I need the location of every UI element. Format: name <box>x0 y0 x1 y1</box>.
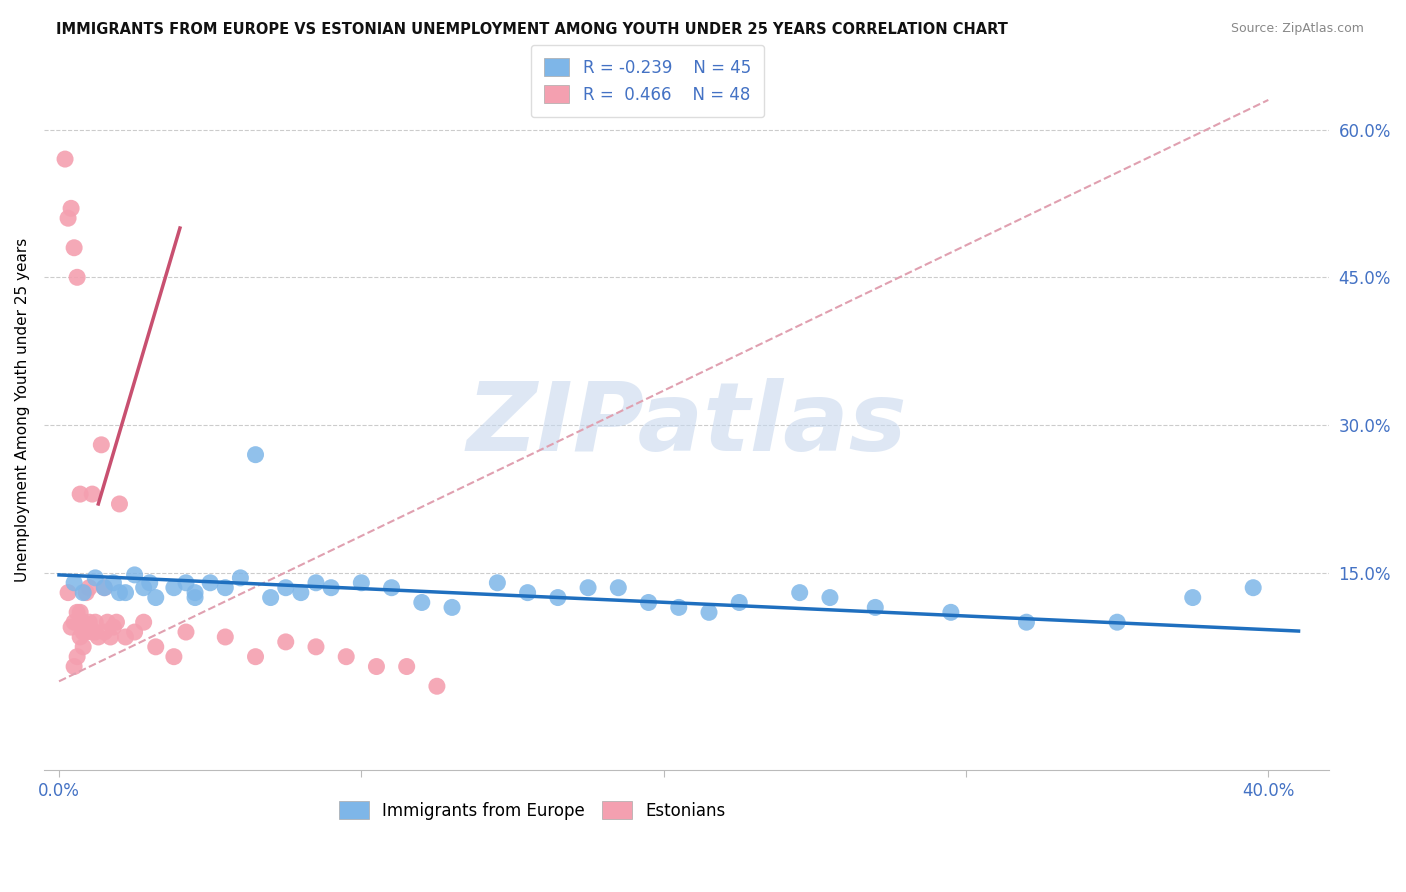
Point <box>63 575 86 590</box>
Point <box>87 630 110 644</box>
Point <box>939 605 962 619</box>
Point <box>93 625 115 640</box>
Point <box>108 585 131 599</box>
Point <box>145 640 167 654</box>
Point <box>84 615 107 630</box>
Point <box>82 625 104 640</box>
Point <box>60 620 83 634</box>
Point <box>411 595 433 609</box>
Point <box>53 152 76 166</box>
Point <box>124 625 146 640</box>
Point <box>637 595 659 609</box>
Point <box>77 615 100 630</box>
Point <box>63 241 86 255</box>
Point <box>84 571 107 585</box>
Point <box>174 625 197 640</box>
Text: Source: ZipAtlas.com: Source: ZipAtlas.com <box>1230 22 1364 36</box>
Point <box>66 605 89 619</box>
Point <box>108 497 131 511</box>
Point <box>90 438 112 452</box>
Point <box>72 625 94 640</box>
Point <box>319 581 342 595</box>
Point <box>124 568 146 582</box>
Point <box>1107 615 1129 630</box>
Point <box>163 649 186 664</box>
Point <box>728 595 751 609</box>
Point <box>72 615 94 630</box>
Point <box>697 605 720 619</box>
Point <box>103 575 125 590</box>
Legend: Immigrants from Europe, Estonians: Immigrants from Europe, Estonians <box>332 795 733 826</box>
Point <box>818 591 841 605</box>
Point <box>93 581 115 595</box>
Point <box>184 585 207 599</box>
Point <box>198 575 221 590</box>
Point <box>229 571 252 585</box>
Point <box>174 575 197 590</box>
Point <box>163 581 186 595</box>
Point <box>1241 581 1264 595</box>
Point <box>547 591 569 605</box>
Point <box>132 615 155 630</box>
Point <box>96 615 118 630</box>
Point <box>516 585 538 599</box>
Point <box>335 649 357 664</box>
Point <box>245 448 267 462</box>
Point <box>82 487 104 501</box>
Point <box>72 640 94 654</box>
Point <box>114 630 136 644</box>
Point <box>63 659 86 673</box>
Point <box>66 649 89 664</box>
Point <box>66 270 89 285</box>
Point <box>259 591 281 605</box>
Point <box>84 625 107 640</box>
Point <box>105 615 128 630</box>
Point <box>576 581 599 595</box>
Point <box>789 585 811 599</box>
Point <box>184 591 207 605</box>
Point <box>60 202 83 216</box>
Point <box>75 625 97 640</box>
Point <box>290 585 312 599</box>
Point <box>132 581 155 595</box>
Point <box>114 585 136 599</box>
Point <box>56 585 79 599</box>
Point <box>305 640 328 654</box>
Point <box>75 585 97 599</box>
Point <box>69 605 91 619</box>
Point <box>1181 591 1204 605</box>
Point <box>395 659 418 673</box>
Point <box>100 630 122 644</box>
Point <box>426 679 449 693</box>
Point <box>274 581 297 595</box>
Point <box>1015 615 1038 630</box>
Point <box>486 575 509 590</box>
Point <box>668 600 690 615</box>
Point <box>380 581 402 595</box>
Point <box>214 581 236 595</box>
Point <box>607 581 630 595</box>
Y-axis label: Unemployment Among Youth under 25 years: Unemployment Among Youth under 25 years <box>15 238 30 582</box>
Point <box>865 600 887 615</box>
Point <box>305 575 328 590</box>
Point <box>274 635 297 649</box>
Point <box>145 591 167 605</box>
Point <box>138 575 160 590</box>
Point <box>63 615 86 630</box>
Point <box>214 630 236 644</box>
Point <box>69 630 91 644</box>
Point <box>245 649 267 664</box>
Point <box>103 620 125 634</box>
Point <box>77 581 100 595</box>
Point <box>441 600 464 615</box>
Point <box>69 487 91 501</box>
Point <box>72 585 94 599</box>
Point <box>93 581 115 595</box>
Text: ZIPatlas: ZIPatlas <box>465 378 907 471</box>
Point <box>56 211 79 226</box>
Point <box>366 659 388 673</box>
Point <box>350 575 373 590</box>
Text: IMMIGRANTS FROM EUROPE VS ESTONIAN UNEMPLOYMENT AMONG YOUTH UNDER 25 YEARS CORRE: IMMIGRANTS FROM EUROPE VS ESTONIAN UNEMP… <box>56 22 1008 37</box>
